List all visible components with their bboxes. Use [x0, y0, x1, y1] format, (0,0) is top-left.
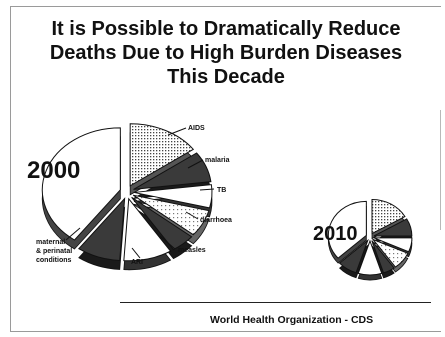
pie-slice-ari — [123, 197, 172, 262]
slice-label: maternal — [36, 239, 65, 246]
pie-chart-2000: 2000 AIDS malaria TB diarrhoea measles ARI mate… — [27, 123, 232, 271]
pie-slice — [338, 238, 369, 274]
leader-line — [159, 235, 176, 250]
pie-slice — [327, 200, 367, 259]
title-line-2: Deaths Due to High Burden Diseases — [49, 42, 403, 64]
pie-slice — [371, 238, 409, 268]
pie-slice-tb — [133, 184, 213, 209]
pie-slice-malaria — [133, 152, 212, 190]
pie-slice — [371, 199, 406, 235]
pie-slice-diarrhoea — [132, 194, 210, 236]
pie-title: 2000 — [27, 157, 80, 184]
pie-title: 2010 — [313, 223, 358, 245]
slice-label: TB — [217, 187, 226, 194]
slice-label: & perinatal — [36, 248, 72, 255]
slice-label: measles — [178, 247, 206, 254]
pie-slice — [357, 239, 383, 276]
leader-line — [187, 159, 204, 169]
leader-line — [167, 127, 187, 136]
slide-title: It is Possible to Dramatically Reduce De… — [11, 17, 441, 89]
footer-text: World Health Organization - CDS — [210, 314, 374, 326]
slice-label: ARI — [131, 259, 143, 266]
leader-line — [131, 247, 141, 259]
pie-slice-measles — [131, 196, 193, 251]
pie-slice — [373, 218, 413, 237]
slice-label: AIDS — [188, 125, 205, 132]
slice-label: conditions — [36, 257, 71, 264]
leader-line — [185, 211, 199, 220]
pie-slice — [373, 237, 413, 253]
leader-line — [65, 227, 81, 241]
pie-slice-maternal — [77, 197, 126, 261]
title-line-1: It is Possible to Dramatically Reduce — [51, 18, 401, 40]
footer-rule — [120, 302, 431, 303]
slice-label: diarrhoea — [200, 217, 232, 224]
right-edge-line — [440, 110, 441, 230]
pie-slice — [371, 240, 395, 274]
title-line-3: This Decade — [167, 66, 285, 88]
slice-label: malaria — [205, 157, 230, 164]
leader-line — [199, 188, 215, 191]
pie-slice-aids — [129, 123, 195, 187]
pie-slice — [41, 127, 121, 241]
pie-chart-2010: 2010 — [313, 199, 413, 281]
